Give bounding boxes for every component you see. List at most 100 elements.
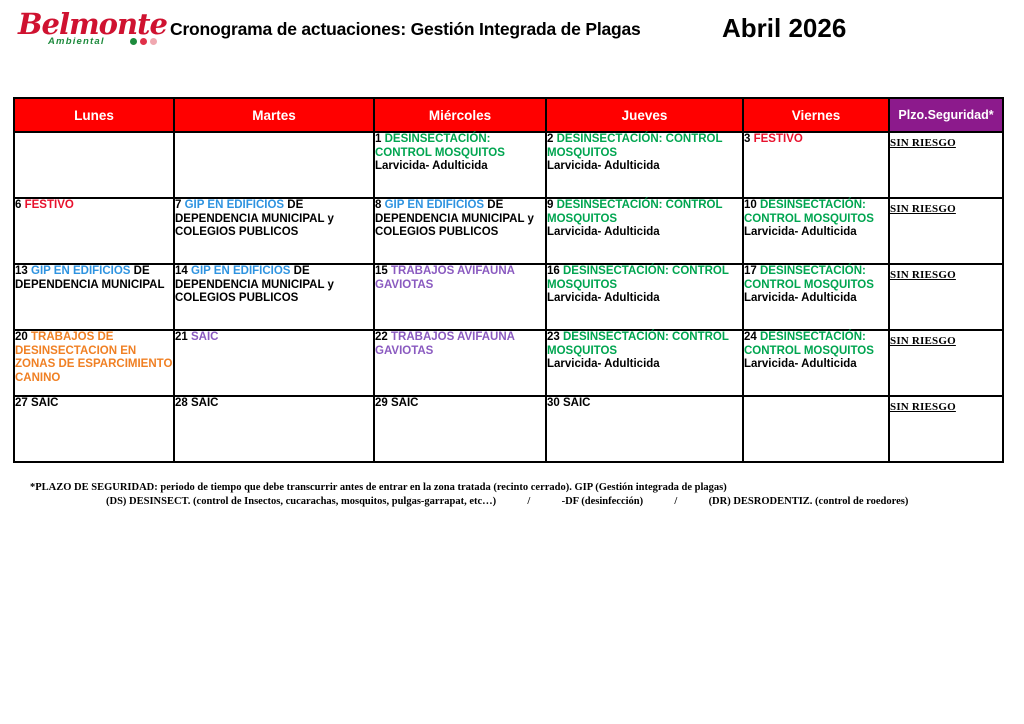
calendar-table: Lunes Martes Miércoles Jueves Viernes Plzo.Se… <box>13 97 1004 463</box>
column-header-martes: Martes <box>173 97 375 133</box>
day-number: 29 <box>375 397 388 409</box>
activity-subline: Larvicida- Adulticida <box>547 358 660 371</box>
day-number: 10 <box>744 199 757 211</box>
activity-detail: DE DEPENDENCIA MUNICIPAL <box>15 265 165 291</box>
day-cell-3[interactable]: 3 FESTIVO <box>742 131 890 199</box>
logo-wordmark-text: Belmonte <box>18 7 168 41</box>
day-cell-10[interactable]: 10 DESINSECTACIÓN: CONTROL MOSQUITOS Larv… <box>742 197 890 265</box>
company-logo: Belmonte Ambiental <box>18 10 168 48</box>
activity-subline: Larvicida- Adulticida <box>547 160 660 173</box>
day-number: 21 <box>175 331 188 343</box>
day-cell-29[interactable]: 29 SAIC <box>373 395 547 463</box>
activity-label: DESINSECTACIÓN: CONTROL MOSQUITOS <box>547 331 729 357</box>
plazo-seguridad-cell[interactable]: SIN RIESGO <box>888 329 1004 397</box>
day-number: 1 <box>375 133 382 145</box>
footnote: *PLAZO DE SEGURIDAD: periodo de tiempo q… <box>30 481 990 509</box>
activity-label: DESINSECTACIÓN: CONTROL MOSQUITOS <box>744 265 874 291</box>
activity-detail: DE DEPENDENCIA MUNICIPAL y COLEGIOS PUBL… <box>175 199 334 239</box>
day-number: 6 <box>15 199 22 211</box>
day-number: 7 <box>175 199 182 211</box>
activity-label: DESINSECTACIÓN: CONTROL MOSQUITOS <box>547 199 723 225</box>
day-cell-22[interactable]: 22 TRABAJOS AVIFAUNA GAVIOTAS <box>373 329 547 397</box>
activity-label: DESINSECTACIÓN: CONTROL MOSQUITOS <box>547 133 723 159</box>
day-number: 22 <box>375 331 388 343</box>
activity-label: TRABAJOS AVIFAUNA GAVIOTAS <box>375 331 515 357</box>
activity-subline: Larvicida- Adulticida <box>547 226 660 239</box>
calendar-body: 1 DESINSECTACIÓN: CONTROL MOSQUITOS Larvi… <box>13 131 1004 463</box>
day-number: 27 <box>15 397 28 409</box>
plazo-seguridad-cell[interactable]: SIN RIESGO <box>888 263 1004 331</box>
day-number: 16 <box>547 265 560 277</box>
page-title: Cronograma de actuaciones: Gestión Integ… <box>170 19 641 39</box>
day-cell-14[interactable]: 14 GIP EN EDIFICIOS DE DEPENDENCIA MUNIC… <box>173 263 375 331</box>
activity-label: SAIC <box>191 397 219 409</box>
activity-label: SAIC <box>191 331 219 343</box>
day-number: 23 <box>547 331 560 343</box>
day-cell-13[interactable]: 13 GIP EN EDIFICIOS DE DEPENDENCIA MUNIC… <box>13 263 175 331</box>
activity-label: SAIC <box>391 397 419 409</box>
day-cell-24[interactable]: 24 DESINSECTACIÓN: CONTROL MOSQUITOS Larv… <box>742 329 890 397</box>
day-cell-27[interactable]: 27 SAIC <box>13 395 175 463</box>
day-cell-17[interactable]: 17 DESINSECTACIÓN: CONTROL MOSQUITOS Larv… <box>742 263 890 331</box>
footnote-sep-1: / <box>527 496 531 507</box>
day-cell-8[interactable]: 8 GIP EN EDIFICIOS DE DEPENDENCIA MUNICI… <box>373 197 547 265</box>
footnote-df: -DF (desinfección) <box>561 496 644 507</box>
logo-tagline: Ambiental <box>48 36 105 47</box>
calendar-week-row: 6 FESTIVO 7 GIP EN EDIFICIOS DE DEPENDENC… <box>13 197 1004 265</box>
activity-label: DESINSECTACIÓN: CONTROL MOSQUITOS <box>547 265 729 291</box>
day-cell-7[interactable]: 7 GIP EN EDIFICIOS DE DEPENDENCIA MUNICI… <box>173 197 375 265</box>
activity-subline: Larvicida- Adulticida <box>744 292 857 305</box>
plazo-seguridad-cell[interactable]: SIN RIESGO <box>888 395 1004 463</box>
day-number: 2 <box>547 133 554 145</box>
logo-wordmark: Belmonte <box>18 7 168 41</box>
day-cell-20[interactable]: 20 TRABAJOS DE DESINSECTACION EN ZONAS D… <box>13 329 175 397</box>
calendar-header-row: Lunes Martes Miércoles Jueves Viernes Plzo.Se… <box>13 97 1004 133</box>
day-cell-15[interactable]: 15 TRABAJOS AVIFAUNA GAVIOTAS <box>373 263 547 331</box>
activity-detail: DE DEPENDENCIA MUNICIPAL y COLEGIOS PUBL… <box>175 265 334 305</box>
activity-label: TRABAJOS DE DESINSECTACION EN ZONAS DE E… <box>15 331 173 384</box>
day-cell-9[interactable]: 9 DESINSECTACIÓN: CONTROL MOSQUITOS Larvi… <box>545 197 744 265</box>
day-cell-2[interactable]: 2 DESINSECTACIÓN: CONTROL MOSQUITOS Larvi… <box>545 131 744 199</box>
activity-detail: DE DEPENDENCIA MUNICIPAL y COLEGIOS PUBL… <box>375 199 534 239</box>
plazo-seguridad-value: SIN RIESGO <box>890 269 956 281</box>
day-cell-30[interactable]: 30 SAIC <box>545 395 744 463</box>
column-header-jueves: Jueves <box>545 97 744 133</box>
activity-subline: Larvicida- Adulticida <box>744 358 857 371</box>
activity-label: GIP EN EDIFICIOS <box>384 199 485 211</box>
calendar-week-row: 1 DESINSECTACIÓN: CONTROL MOSQUITOS Larvi… <box>13 131 1004 199</box>
day-cell-empty[interactable] <box>13 131 175 199</box>
day-cell-28[interactable]: 28 SAIC <box>173 395 375 463</box>
day-number: 8 <box>375 199 382 211</box>
activity-label: GIP EN EDIFICIOS <box>184 199 285 211</box>
activity-label: SAIC <box>563 397 591 409</box>
day-cell-16[interactable]: 16 DESINSECTACIÓN: CONTROL MOSQUITOS Larv… <box>545 263 744 331</box>
footnote-sep-2: / <box>674 496 678 507</box>
day-cell-23[interactable]: 23 DESINSECTACIÓN: CONTROL MOSQUITOS Larv… <box>545 329 744 397</box>
plazo-seguridad-cell[interactable]: SIN RIESGO <box>888 131 1004 199</box>
activity-label: FESTIVO <box>24 199 74 211</box>
footnote-ds: (DS) DESINSECT. (control de Insectos, cu… <box>106 496 497 507</box>
day-number: 14 <box>175 265 188 277</box>
day-number: 30 <box>547 397 560 409</box>
column-header-miércoles: Miércoles <box>373 97 547 133</box>
activity-label: DESINSECTACIÓN: CONTROL MOSQUITOS <box>375 133 505 159</box>
day-cell-21[interactable]: 21 SAIC <box>173 329 375 397</box>
activity-subline: Larvicida- Adulticida <box>375 160 488 173</box>
plazo-seguridad-value: SIN RIESGO <box>890 335 956 347</box>
activity-label: DESINSECTACIÓN: CONTROL MOSQUITOS <box>744 331 874 357</box>
day-cell-1[interactable]: 1 DESINSECTACIÓN: CONTROL MOSQUITOS Larvi… <box>373 131 547 199</box>
day-cell-empty[interactable] <box>173 131 375 199</box>
activity-subline: Larvicida- Adulticida <box>744 226 857 239</box>
plazo-seguridad-value: SIN RIESGO <box>890 401 956 413</box>
day-cell-empty[interactable] <box>742 395 890 463</box>
calendar-container: Lunes Martes Miércoles Jueves Viernes Plzo.Se… <box>13 97 1004 463</box>
plazo-seguridad-cell[interactable]: SIN RIESGO <box>888 197 1004 265</box>
activity-label: FESTIVO <box>753 133 803 145</box>
plazo-seguridad-value: SIN RIESGO <box>890 137 956 149</box>
day-number: 24 <box>744 331 757 343</box>
activity-label: SAIC <box>31 397 59 409</box>
day-number: 17 <box>744 265 757 277</box>
calendar-week-row: 20 TRABAJOS DE DESINSECTACION EN ZONAS D… <box>13 329 1004 397</box>
footnote-line-2: (DS) DESINSECT. (control de Insectos, cu… <box>30 495 990 509</box>
day-cell-6[interactable]: 6 FESTIVO <box>13 197 175 265</box>
